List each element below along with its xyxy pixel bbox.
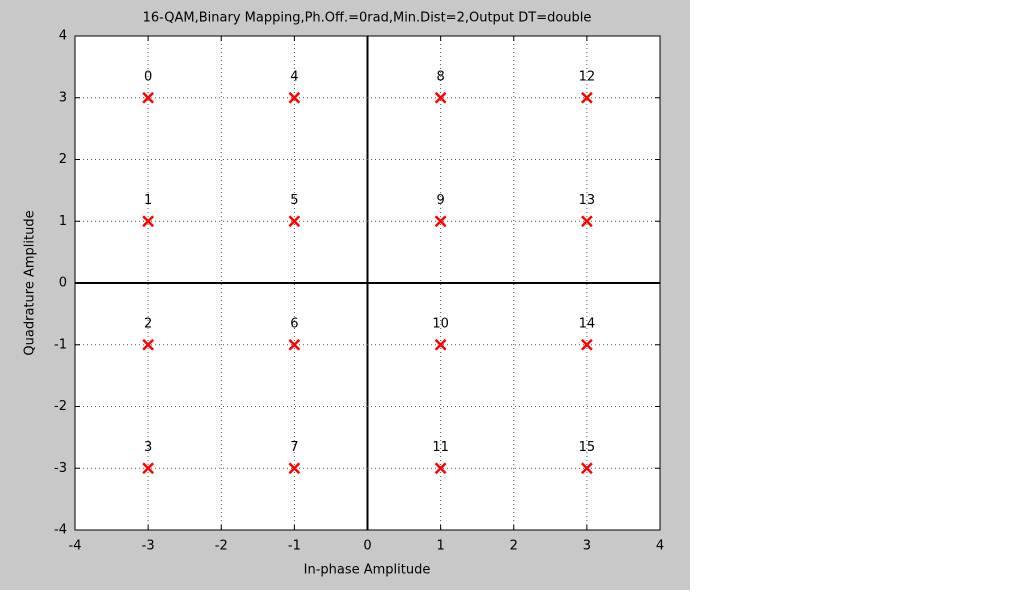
marker-stroke <box>142 215 155 228</box>
x-tick-label: 2 <box>510 539 518 554</box>
x-axis-label: In-phase Amplitude <box>304 563 431 578</box>
marker-stroke <box>434 91 447 104</box>
y-tick-label: -2 <box>54 399 67 414</box>
y-axis-label: Quadrature Amplitude <box>23 210 38 355</box>
point <box>142 462 155 475</box>
x-tick-label: -4 <box>69 539 82 554</box>
y-tick-label: -4 <box>54 523 67 538</box>
marker-stroke <box>142 338 155 351</box>
marker-stroke <box>580 215 593 228</box>
point-label: 9 <box>436 193 444 208</box>
point <box>434 215 447 228</box>
point-label: 14 <box>579 316 596 331</box>
point-label: 2 <box>144 316 152 331</box>
point-label: 13 <box>579 193 596 208</box>
point <box>288 215 301 228</box>
plot-border <box>74 35 661 531</box>
point <box>580 215 593 228</box>
point-label: 7 <box>290 440 298 455</box>
point-label: 4 <box>290 69 298 84</box>
x-tick-label: 4 <box>656 539 664 554</box>
marker-stroke <box>142 462 155 475</box>
marker-stroke <box>142 91 155 104</box>
y-tick-label: 4 <box>59 29 67 44</box>
point <box>288 338 301 351</box>
y-tick-label: 3 <box>59 90 67 105</box>
point <box>580 91 593 104</box>
point-label: 8 <box>436 69 444 84</box>
point <box>580 338 593 351</box>
x-tick-label: -2 <box>215 539 228 554</box>
point-label: 10 <box>432 316 449 331</box>
y-tick-label: 1 <box>59 214 67 229</box>
point <box>288 91 301 104</box>
point-label: 6 <box>290 316 298 331</box>
point-label: 5 <box>290 193 298 208</box>
point <box>142 91 155 104</box>
point-label: 3 <box>144 440 152 455</box>
point <box>580 462 593 475</box>
chart-title: 16-QAM,Binary Mapping,Ph.Off.=0rad,Min.D… <box>143 11 592 26</box>
x-tick-label: 1 <box>436 539 444 554</box>
point-label: 15 <box>579 440 596 455</box>
point-label: 12 <box>579 69 596 84</box>
marker-stroke <box>580 91 593 104</box>
marker-stroke <box>288 215 301 228</box>
marker-stroke <box>288 462 301 475</box>
x-tick-label: -1 <box>288 539 301 554</box>
x-tick-label: 0 <box>363 539 371 554</box>
point <box>434 462 447 475</box>
marker-stroke <box>288 338 301 351</box>
marker-stroke <box>434 462 447 475</box>
x-tick-label: -3 <box>142 539 155 554</box>
marker-stroke <box>580 462 593 475</box>
y-tick-label: -1 <box>54 337 67 352</box>
marker-stroke <box>288 91 301 104</box>
marker-stroke <box>434 215 447 228</box>
point <box>434 91 447 104</box>
marker-stroke <box>580 338 593 351</box>
y-tick-label: -3 <box>54 461 67 476</box>
y-tick-label: 0 <box>59 276 67 291</box>
y-tick-label: 2 <box>59 152 67 167</box>
x-tick-label: 3 <box>583 539 591 554</box>
point <box>288 462 301 475</box>
marker-stroke <box>434 338 447 351</box>
point-label: 0 <box>144 69 152 84</box>
point-label: 1 <box>144 193 152 208</box>
point <box>142 215 155 228</box>
point <box>434 338 447 351</box>
point-label: 11 <box>432 440 449 455</box>
point <box>142 338 155 351</box>
